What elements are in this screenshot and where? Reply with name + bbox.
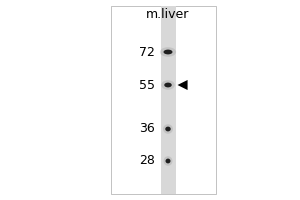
Ellipse shape bbox=[160, 47, 176, 57]
Text: 36: 36 bbox=[139, 122, 154, 136]
Text: 72: 72 bbox=[139, 46, 154, 58]
Text: m.liver: m.liver bbox=[146, 8, 190, 21]
Ellipse shape bbox=[166, 159, 170, 163]
Polygon shape bbox=[178, 80, 188, 90]
Ellipse shape bbox=[161, 80, 175, 90]
Ellipse shape bbox=[164, 50, 172, 54]
Text: 28: 28 bbox=[139, 154, 154, 168]
Bar bbox=[160, 6, 175, 194]
Ellipse shape bbox=[163, 124, 173, 134]
Text: 55: 55 bbox=[139, 79, 154, 92]
Ellipse shape bbox=[165, 127, 171, 131]
Bar bbox=[111, 6, 216, 194]
Ellipse shape bbox=[164, 156, 172, 166]
Ellipse shape bbox=[164, 83, 172, 87]
